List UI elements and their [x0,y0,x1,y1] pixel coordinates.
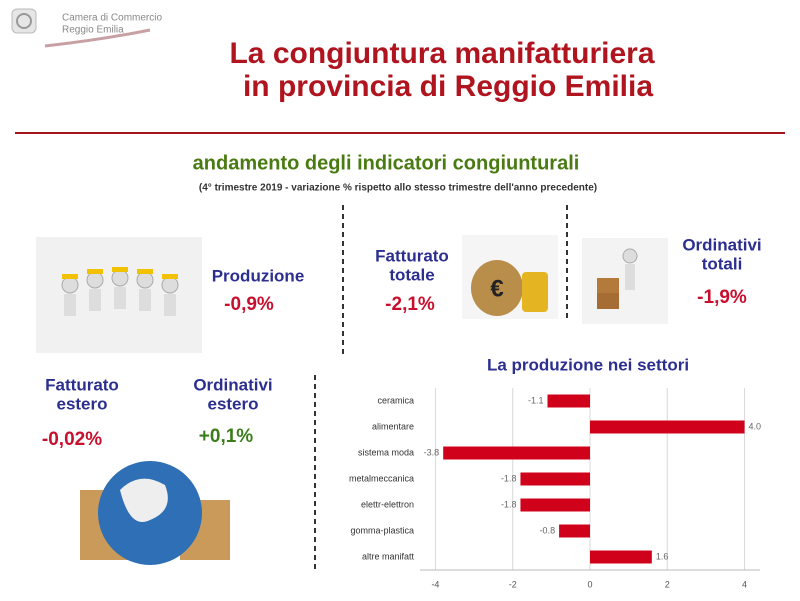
logo-text: Camera di Commercio [62,13,162,24]
indicator-label: Fatturato [375,246,449,265]
value-label: -1.1 [528,395,544,405]
bar [443,446,590,460]
bar [547,394,590,408]
x-tick-label: 0 [587,579,592,589]
indicator-label: Ordinativi [682,235,761,254]
delivery-image [582,238,668,324]
indicator-value: -0,02% [42,429,102,450]
y-tick-label: elettr-elettron [361,499,414,509]
y-tick-label: ceramica [377,395,414,405]
indicator-value: -1,9% [697,287,747,308]
bar [559,524,590,538]
y-tick-label: alimentare [372,421,414,431]
svg-text:€: € [490,275,503,302]
logo [11,8,151,48]
workers-image [36,237,202,353]
indicator-value: -2,1% [385,294,435,315]
bar [520,498,590,512]
globe-image [80,461,230,565]
value-label: -1.8 [501,473,517,483]
indicator-label: Ordinativi [193,375,272,394]
x-tick-label: 2 [665,579,670,589]
y-tick-label: sistema moda [358,447,414,457]
bar [520,472,590,486]
indicator-label: Produzione [212,266,305,285]
indicator-label: Fatturato [45,375,119,394]
value-label: -1.8 [501,499,517,509]
indicator-value: -0,9% [224,294,274,315]
y-tick-label: metalmeccanica [349,473,414,483]
indicator-label: estero [207,394,258,413]
value-label: 1.6 [656,551,669,561]
bar [590,420,745,434]
money-image: € [462,235,558,319]
y-tick-label: gomma-plastica [350,525,414,535]
title: in provincia di Reggio Emilia [243,70,653,103]
chart-title: La produzione nei settori [487,355,689,374]
y-tick-label: altre manifatt [362,551,415,561]
value-label: 4.0 [749,421,762,431]
note: (4° trimestre 2019 - variazione % rispet… [199,183,597,194]
x-tick-label: -2 [509,579,517,589]
indicator-value: +0,1% [199,426,254,447]
logo-text: Reggio Emilia [62,25,124,36]
indicator-label: totali [702,254,743,273]
value-label: -0.8 [540,525,556,535]
indicator-label: totale [389,265,434,284]
title: La congiuntura manifatturiera [229,37,654,70]
indicator-label: estero [56,394,107,413]
x-tick-label: -4 [431,579,439,589]
subtitle: andamento degli indicatori congiunturali [193,152,580,174]
x-tick-label: 4 [742,579,747,589]
value-label: -3.8 [424,447,440,457]
bar [590,550,652,564]
